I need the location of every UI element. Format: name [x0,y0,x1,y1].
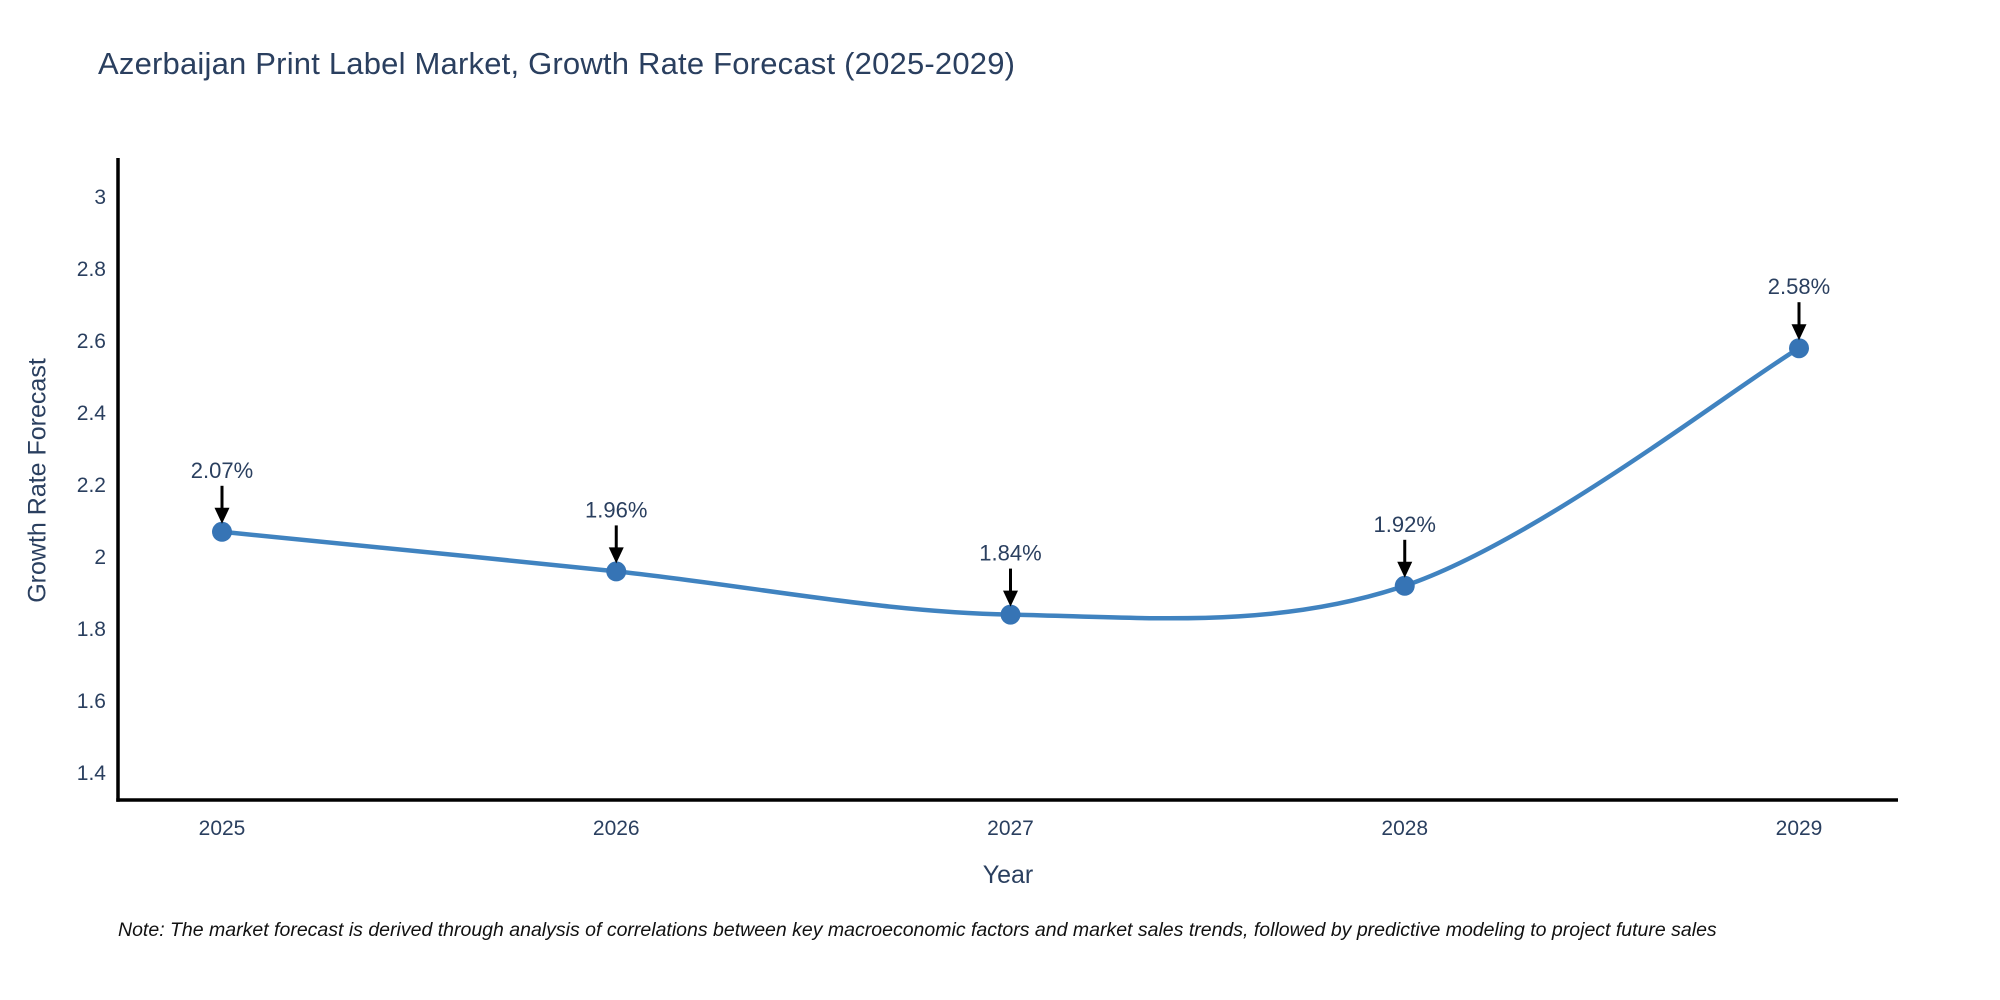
data-point-marker [606,561,627,582]
annotation-label: 2.58% [1768,274,1830,299]
annotation-arrow-head [1791,324,1807,341]
annotation-label: 2.07% [191,458,253,483]
x-tick-label: 2028 [1381,817,1428,840]
x-tick-label: 2026 [593,817,640,840]
y-tick-label: 1.4 [77,762,107,785]
annotation-arrow-head [214,507,230,524]
y-tick-label: 2.8 [77,258,106,281]
y-tick-label: 1.8 [77,618,106,641]
y-tick-label: 3 [94,186,106,209]
annotation-arrow-head [1003,590,1018,607]
x-axis-title: Year [982,861,1034,889]
y-tick-label: 2.6 [77,330,106,353]
chart-title: Azerbaijan Print Label Market, Growth Ra… [98,46,1016,81]
x-tick-label: 2025 [199,817,246,840]
data-point-marker [1000,604,1021,625]
annotation-arrow-head [1397,561,1413,578]
chart-footnote: Note: The market forecast is derived thr… [118,919,1717,941]
y-tick-label: 2 [94,546,106,569]
data-point-marker [212,521,232,542]
data-point-marker [1394,575,1415,596]
y-tick-label: 1.6 [77,690,106,713]
annotation-label: 1.96% [585,497,647,522]
annotation-label: 1.84% [979,541,1041,566]
y-tick-label: 2.2 [77,474,106,497]
y-tick-label: 2.4 [77,402,107,425]
x-tick-label: 2029 [1776,817,1823,840]
x-tick-label: 2027 [987,817,1034,840]
annotation-arrow-head [608,547,624,564]
annotation-label: 1.92% [1374,512,1436,537]
data-point-marker [1789,338,1809,359]
